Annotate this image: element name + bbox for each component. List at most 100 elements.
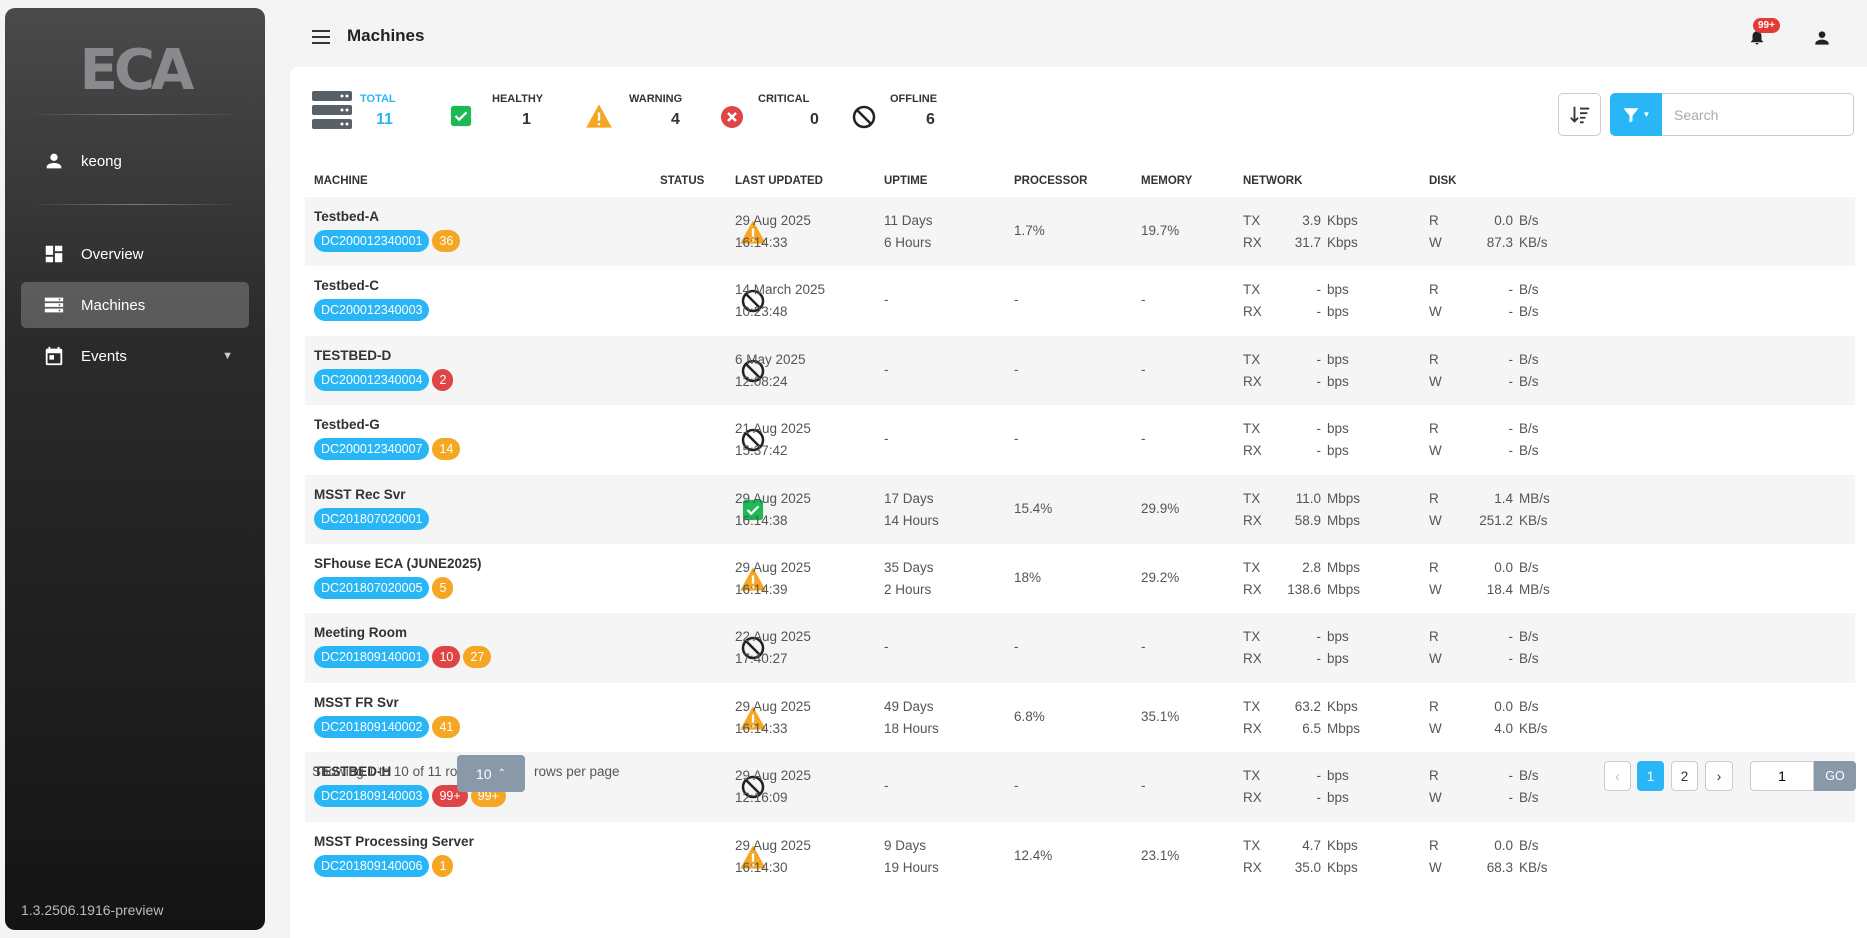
disk-cell: R 0.0 B/s W 18.4 MB/s xyxy=(1429,559,1550,597)
machine-id-badge[interactable]: DC201809140006 xyxy=(314,854,430,877)
machine-name[interactable]: Testbed-G xyxy=(314,417,380,433)
machine-chips: DC201809140003 99+ 99+ xyxy=(314,785,506,808)
machine-id-badge[interactable]: DC201809140001 xyxy=(314,646,430,669)
column-header[interactable]: MEMORY xyxy=(1141,175,1193,187)
summary-offline[interactable]: OFFLINE 6 xyxy=(852,91,937,129)
column-header[interactable]: UPTIME xyxy=(884,175,928,187)
machine-id-badge[interactable]: DC200012340007 xyxy=(314,438,430,461)
summary-warning[interactable]: WARNING 4 xyxy=(585,91,720,129)
next-page-button[interactable]: › xyxy=(1705,761,1733,791)
warning-icon xyxy=(740,706,766,730)
column-header[interactable]: PROCESSOR xyxy=(1014,175,1088,187)
alert-count-badge[interactable]: 10 xyxy=(432,646,461,669)
machine-id-badge[interactable]: DC200012340001 xyxy=(314,230,430,252)
machine-chips: DC200012340001 36 xyxy=(314,230,461,252)
search-input[interactable] xyxy=(1662,93,1854,136)
sidebar-item-events[interactable]: Events ▼ xyxy=(21,333,249,379)
rows-per-page-select[interactable]: 10 ⌃ xyxy=(457,755,525,792)
machine-id-badge[interactable]: DC200012340004 xyxy=(314,368,430,391)
machine-id-badge[interactable]: DC201809140002 xyxy=(314,715,430,738)
memory-cell: - xyxy=(1141,292,1146,308)
account-icon[interactable] xyxy=(1812,28,1832,48)
column-header[interactable]: MACHINE xyxy=(314,175,368,187)
table-row[interactable]: MSST FR Svr DC201809140002 41 29 Aug 2025… xyxy=(305,683,1855,752)
machine-name[interactable]: TESTBED-D xyxy=(314,347,392,363)
menu-toggle-button[interactable] xyxy=(312,30,330,44)
table-row[interactable]: Testbed-C DC200012340003 14 March 2025 10… xyxy=(305,266,1855,335)
uptime-cell: - xyxy=(884,292,889,308)
machine-id-badge[interactable]: DC201809140003 xyxy=(314,785,430,808)
table-row[interactable]: SFhouse ECA (JUNE2025) DC201807020005 5 2… xyxy=(305,544,1855,613)
table-row[interactable]: TESTBED-H DC201809140003 99+ 99+ 29 Aug 20… xyxy=(305,752,1855,822)
chevron-down-icon[interactable]: ▼ xyxy=(222,350,233,362)
alert-count-badge[interactable]: 5 xyxy=(432,576,454,599)
table-row[interactable]: MSST Processing Server DC201809140006 1 2… xyxy=(305,822,1855,891)
status-warning xyxy=(739,704,767,732)
alert-count-badge[interactable]: 41 xyxy=(432,715,461,738)
machine-name[interactable]: MSST FR Svr xyxy=(314,694,399,710)
summary-offline-label: OFFLINE xyxy=(890,93,938,105)
machine-name[interactable]: Meeting Room xyxy=(314,625,407,641)
uptime-cell: 49 Days 18 Hours xyxy=(884,698,939,736)
machine-name[interactable]: Testbed-C xyxy=(314,278,380,294)
warning-icon xyxy=(740,567,766,591)
machine-name[interactable]: Testbed-A xyxy=(314,209,380,224)
machine-id-badge[interactable]: DC201807020005 xyxy=(314,576,430,599)
table-row[interactable]: Testbed-G DC200012340007 14 21 Aug 2025 15… xyxy=(305,405,1855,474)
alert-count-badge[interactable]: 27 xyxy=(463,646,492,669)
machine-chips: DC200012340007 14 xyxy=(314,438,461,461)
table-row[interactable]: TESTBED-D DC200012340004 2 6 May 2025 12:0… xyxy=(305,335,1855,406)
status-warning xyxy=(739,565,767,593)
notification-bell-icon[interactable] xyxy=(1748,28,1766,46)
machine-name[interactable]: SFhouse ECA (JUNE2025) xyxy=(314,555,482,571)
page-1-button[interactable]: 1 xyxy=(1637,761,1664,791)
machine-name[interactable]: MSST Processing Server xyxy=(314,833,474,849)
column-header[interactable]: DISK xyxy=(1429,175,1457,187)
processor-cell: - xyxy=(1014,361,1019,377)
alert-count-badge[interactable]: 14 xyxy=(432,438,461,461)
uptime-cell: - xyxy=(884,361,889,377)
app-version: 1.3.2506.1916-preview xyxy=(21,902,164,918)
filter-button[interactable]: ▼ xyxy=(1610,93,1662,136)
column-header[interactable]: STATUS xyxy=(660,175,705,187)
warning-icon xyxy=(586,104,612,128)
summary-healthy[interactable]: HEALTHY 1 xyxy=(450,91,585,129)
sidebar-user[interactable]: keong xyxy=(43,150,122,172)
network-cell: TX 11.0 Mbps RX 58.9 Mbps xyxy=(1243,490,1361,528)
alert-count-badge[interactable]: 2 xyxy=(432,368,454,391)
column-header[interactable]: LAST UPDATED xyxy=(735,175,823,187)
summary-healthy-value: 1 xyxy=(522,111,531,128)
server-stack-icon xyxy=(312,91,352,129)
machine-id-badge[interactable]: DC200012340003 xyxy=(314,299,430,322)
summary-healthy-label: HEALTHY xyxy=(492,93,544,105)
sidebar-item-overview[interactable]: Overview xyxy=(21,231,249,277)
sidebar-item-machines[interactable]: Machines xyxy=(21,282,249,328)
alert-count-badge[interactable]: 1 xyxy=(432,854,454,877)
machine-name[interactable]: MSST Rec Svr xyxy=(314,486,406,502)
summary-warning-label: WARNING xyxy=(629,93,683,105)
column-header[interactable]: NETWORK xyxy=(1243,175,1303,187)
machine-chips: DC201809140002 41 xyxy=(314,715,461,738)
go-button[interactable]: GO xyxy=(1814,761,1856,791)
summary-total[interactable]: TOTAL 11 xyxy=(312,91,450,129)
block-icon xyxy=(741,775,765,799)
table-row[interactable]: MSST Rec Svr DC201807020001 29 Aug 2025 1… xyxy=(305,474,1855,544)
machine-name[interactable]: TESTBED-H xyxy=(314,764,392,780)
table-row[interactable]: Meeting Room DC201809140001 10 27 22 Aug 2… xyxy=(305,613,1855,683)
processor-cell: 6.8% xyxy=(1014,708,1045,724)
machine-id-badge[interactable]: DC201807020001 xyxy=(314,507,430,530)
memory-cell: 19.7% xyxy=(1141,223,1180,238)
last-updated-cell: 29 Aug 2025 16:14:39 xyxy=(735,559,811,597)
disk-cell: R - B/s W - B/s xyxy=(1429,351,1539,389)
page-2-button[interactable]: 2 xyxy=(1671,761,1698,791)
prev-page-button[interactable]: ‹ xyxy=(1604,761,1631,791)
memory-cell: 23.1% xyxy=(1141,847,1180,863)
sort-button[interactable] xyxy=(1558,93,1601,136)
last-updated-cell: 21 Aug 2025 15:37:42 xyxy=(735,421,811,459)
summary-total-label: TOTAL xyxy=(360,93,396,105)
goto-page-input[interactable] xyxy=(1750,761,1814,791)
memory-cell: - xyxy=(1141,431,1146,447)
summary-critical[interactable]: CRITICAL 0 xyxy=(720,91,852,129)
alert-count-badge[interactable]: 36 xyxy=(432,230,461,252)
table-row[interactable]: Testbed-A DC200012340001 36 29 Aug 2025 16… xyxy=(305,197,1855,267)
